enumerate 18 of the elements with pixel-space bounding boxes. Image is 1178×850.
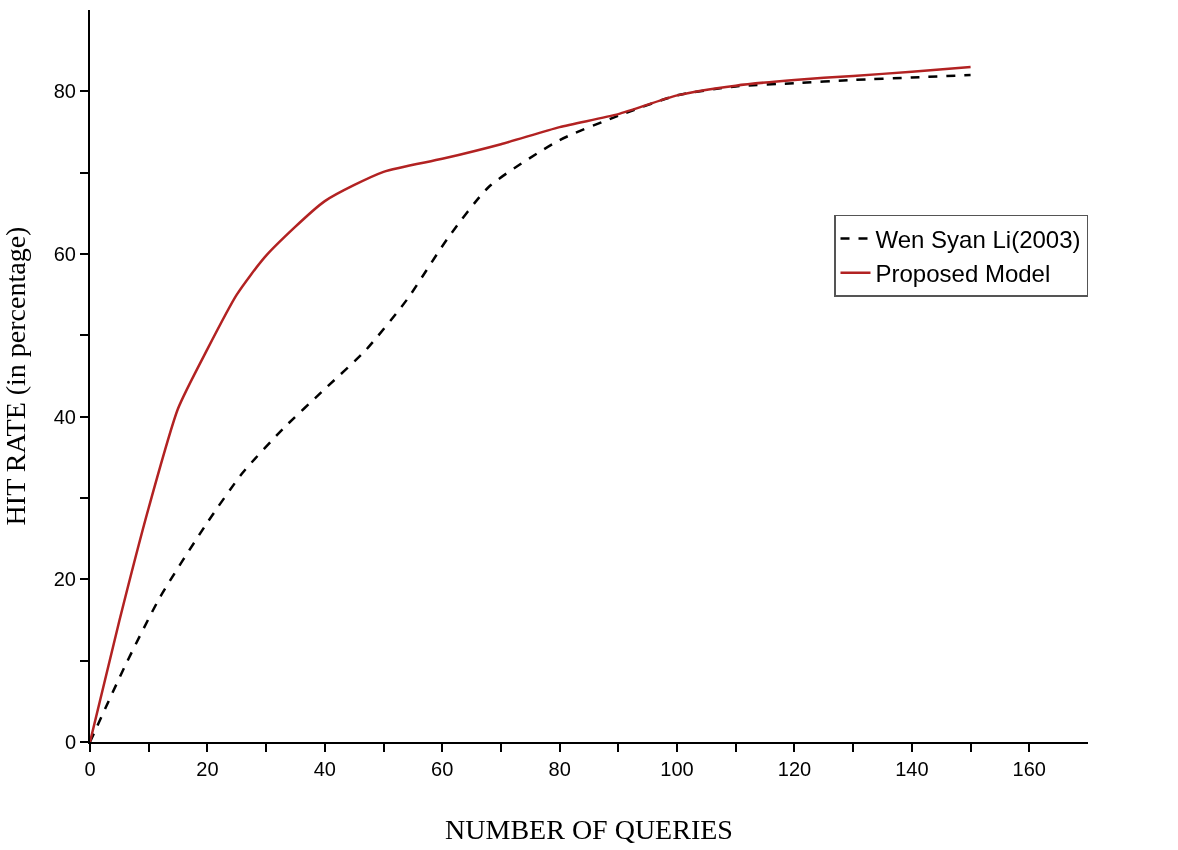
legend-label: Proposed Model	[875, 260, 1051, 288]
y-axis-title: HIT RATE (in percentage)	[0, 226, 31, 526]
x-tick-label: 20	[196, 758, 219, 780]
x-tick-label: 40	[313, 758, 336, 780]
x-tick-label: 140	[895, 758, 929, 780]
y-tick-label: 80	[53, 80, 76, 103]
x-axis-title: NUMBER OF QUERIES	[445, 813, 733, 845]
y-tick-label: 40	[53, 405, 76, 428]
x-tick-label: 160	[1012, 758, 1046, 780]
x-tick-label: 60	[431, 758, 454, 780]
x-tick-label: 120	[777, 758, 812, 780]
y-tick-label: 20	[53, 568, 76, 591]
x-tick-label: 100	[660, 758, 694, 780]
y-tick-label: 60	[53, 243, 76, 265]
y-tick-label: 0	[64, 731, 76, 753]
x-tick-label: 80	[548, 758, 571, 780]
x-tick-label: 0	[84, 758, 96, 780]
legend-label: Wen Syan Li(2003)	[875, 225, 1081, 253]
